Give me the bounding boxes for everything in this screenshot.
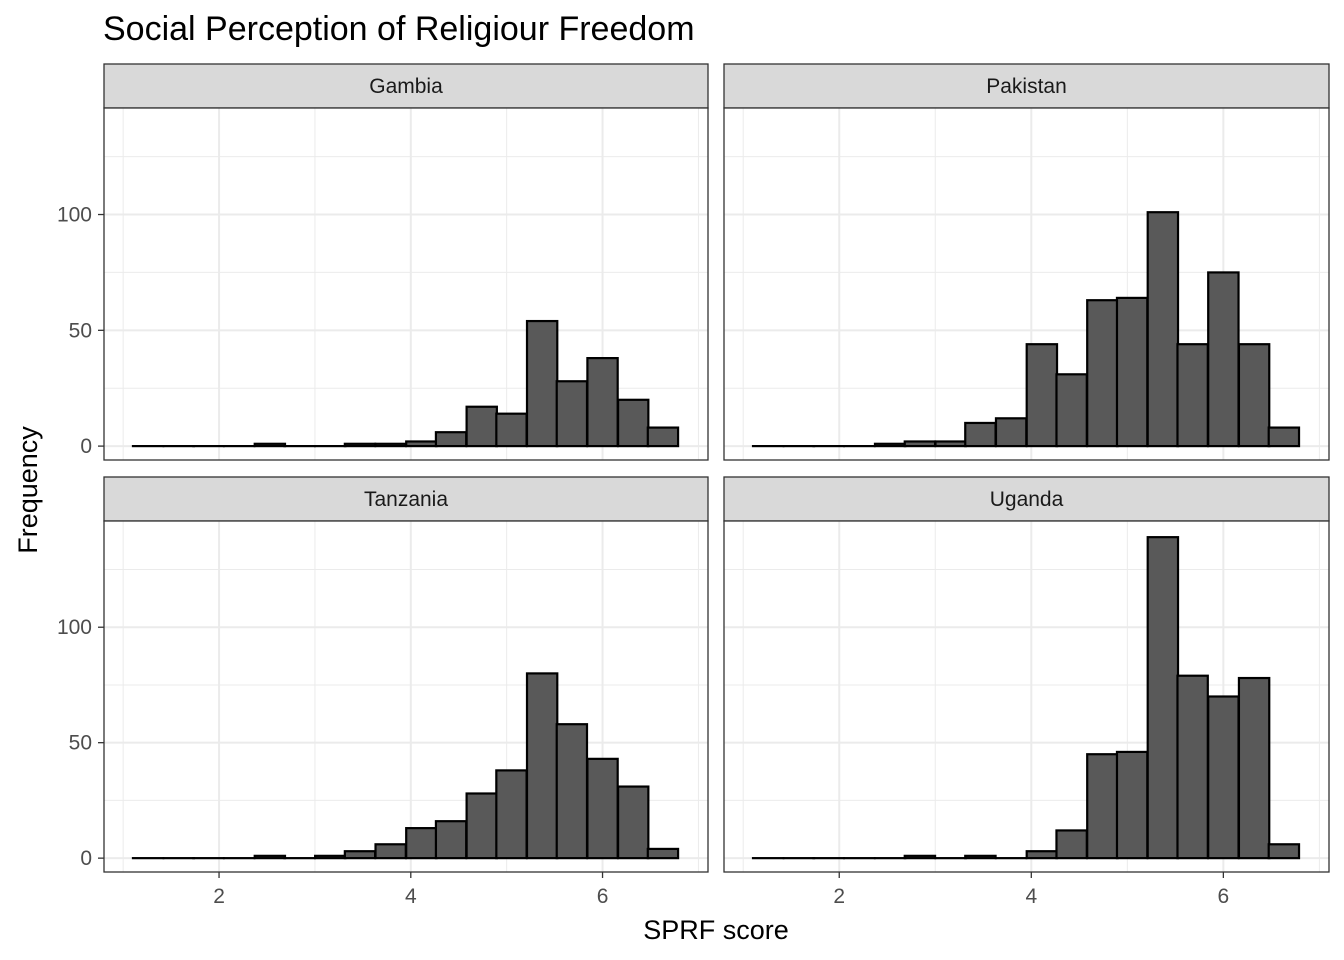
histogram-bar [1146, 536, 1180, 860]
facet-panel-tanzania: Tanzania 0 50 100 2 4 6 [57, 476, 709, 908]
histogram-bar [1176, 674, 1209, 860]
histogram-bar [1176, 343, 1209, 448]
y-axis-title: Frequency [13, 426, 43, 554]
histogram-bar [1237, 343, 1271, 448]
histogram-bar [1025, 850, 1059, 860]
x-axis-title: SPRF score [643, 915, 789, 945]
histogram-bar [646, 426, 680, 448]
histogram-bar [465, 405, 498, 448]
histogram-bar [343, 442, 377, 448]
facet-panel-pakistan: Pakistan [723, 63, 1330, 461]
histogram-bar [1207, 695, 1240, 860]
facet-strip-label: Tanzania [364, 488, 448, 511]
histogram-bar [374, 843, 407, 860]
histogram-bar [555, 380, 589, 448]
y-tick-label: 0 [80, 435, 92, 458]
histogram-bar [1086, 753, 1119, 860]
histogram-bar [1055, 373, 1088, 448]
facet-panel-gambia: Gambia 0 50 100 [57, 63, 709, 461]
y-tick-label: 100 [57, 204, 92, 227]
histogram-bar [495, 769, 528, 860]
histogram-bar [586, 757, 619, 860]
histogram-bar [314, 854, 347, 860]
histogram-bar [495, 412, 528, 448]
facet-strip-label: Uganda [990, 488, 1064, 511]
histogram-bar [465, 792, 498, 860]
x-tick-label: 6 [1218, 885, 1230, 908]
histogram-bar [253, 442, 287, 448]
panel-border [103, 520, 709, 873]
histogram-bar [374, 442, 407, 448]
histogram-bar [343, 850, 377, 860]
histogram-bar [1207, 271, 1240, 448]
histogram-bar [525, 672, 559, 860]
histogram-bar [434, 820, 468, 860]
histogram-bar [405, 440, 438, 448]
histogram-bar [1267, 426, 1301, 448]
histogram-bar [405, 827, 438, 860]
panel-border [103, 107, 709, 461]
histogram-bar [253, 854, 287, 860]
histogram-bar [555, 723, 589, 860]
y-tick-label: 50 [69, 319, 92, 342]
panel-border [723, 107, 1330, 461]
x-tick-label: 2 [213, 885, 225, 908]
histogram-bar [1025, 343, 1059, 448]
histogram-bar [873, 442, 907, 448]
histogram-bar [525, 319, 559, 448]
x-tick-label: 2 [833, 885, 845, 908]
chart-title: Social Perception of Religiour Freedom [103, 10, 695, 48]
facet-strip-label: Gambia [369, 75, 443, 98]
facet-strip [723, 476, 1330, 522]
facet-strip-label: Pakistan [986, 75, 1067, 98]
facet-strip [103, 63, 709, 109]
histogram-bar [903, 854, 937, 860]
histogram-bar [1086, 299, 1119, 448]
histogram-bar [964, 421, 997, 448]
y-tick-label: 50 [69, 732, 92, 755]
histogram-bar [934, 440, 967, 448]
histogram-bar [1115, 296, 1149, 448]
x-tick-label: 4 [405, 885, 417, 908]
histogram-bar [586, 357, 619, 448]
histogram-bar [1237, 676, 1271, 860]
histogram-bar [616, 785, 650, 860]
histogram-bar [646, 847, 680, 860]
panel-border [723, 520, 1330, 873]
y-tick-label: 0 [80, 847, 92, 870]
y-tick-label: 100 [57, 616, 92, 639]
facet-panel-uganda: Uganda 2 4 6 [723, 476, 1330, 908]
histogram-bar [1115, 750, 1149, 860]
histogram-bar [1267, 843, 1301, 860]
x-tick-label: 6 [597, 885, 609, 908]
histogram-bar [994, 417, 1028, 448]
histogram-bar [1146, 211, 1180, 448]
x-tick-label: 4 [1025, 885, 1037, 908]
histogram-bar [434, 431, 468, 448]
histogram-bar [903, 440, 937, 448]
histogram-bar [964, 854, 997, 860]
histogram-bar [616, 398, 650, 448]
histogram-bar [1055, 829, 1088, 860]
